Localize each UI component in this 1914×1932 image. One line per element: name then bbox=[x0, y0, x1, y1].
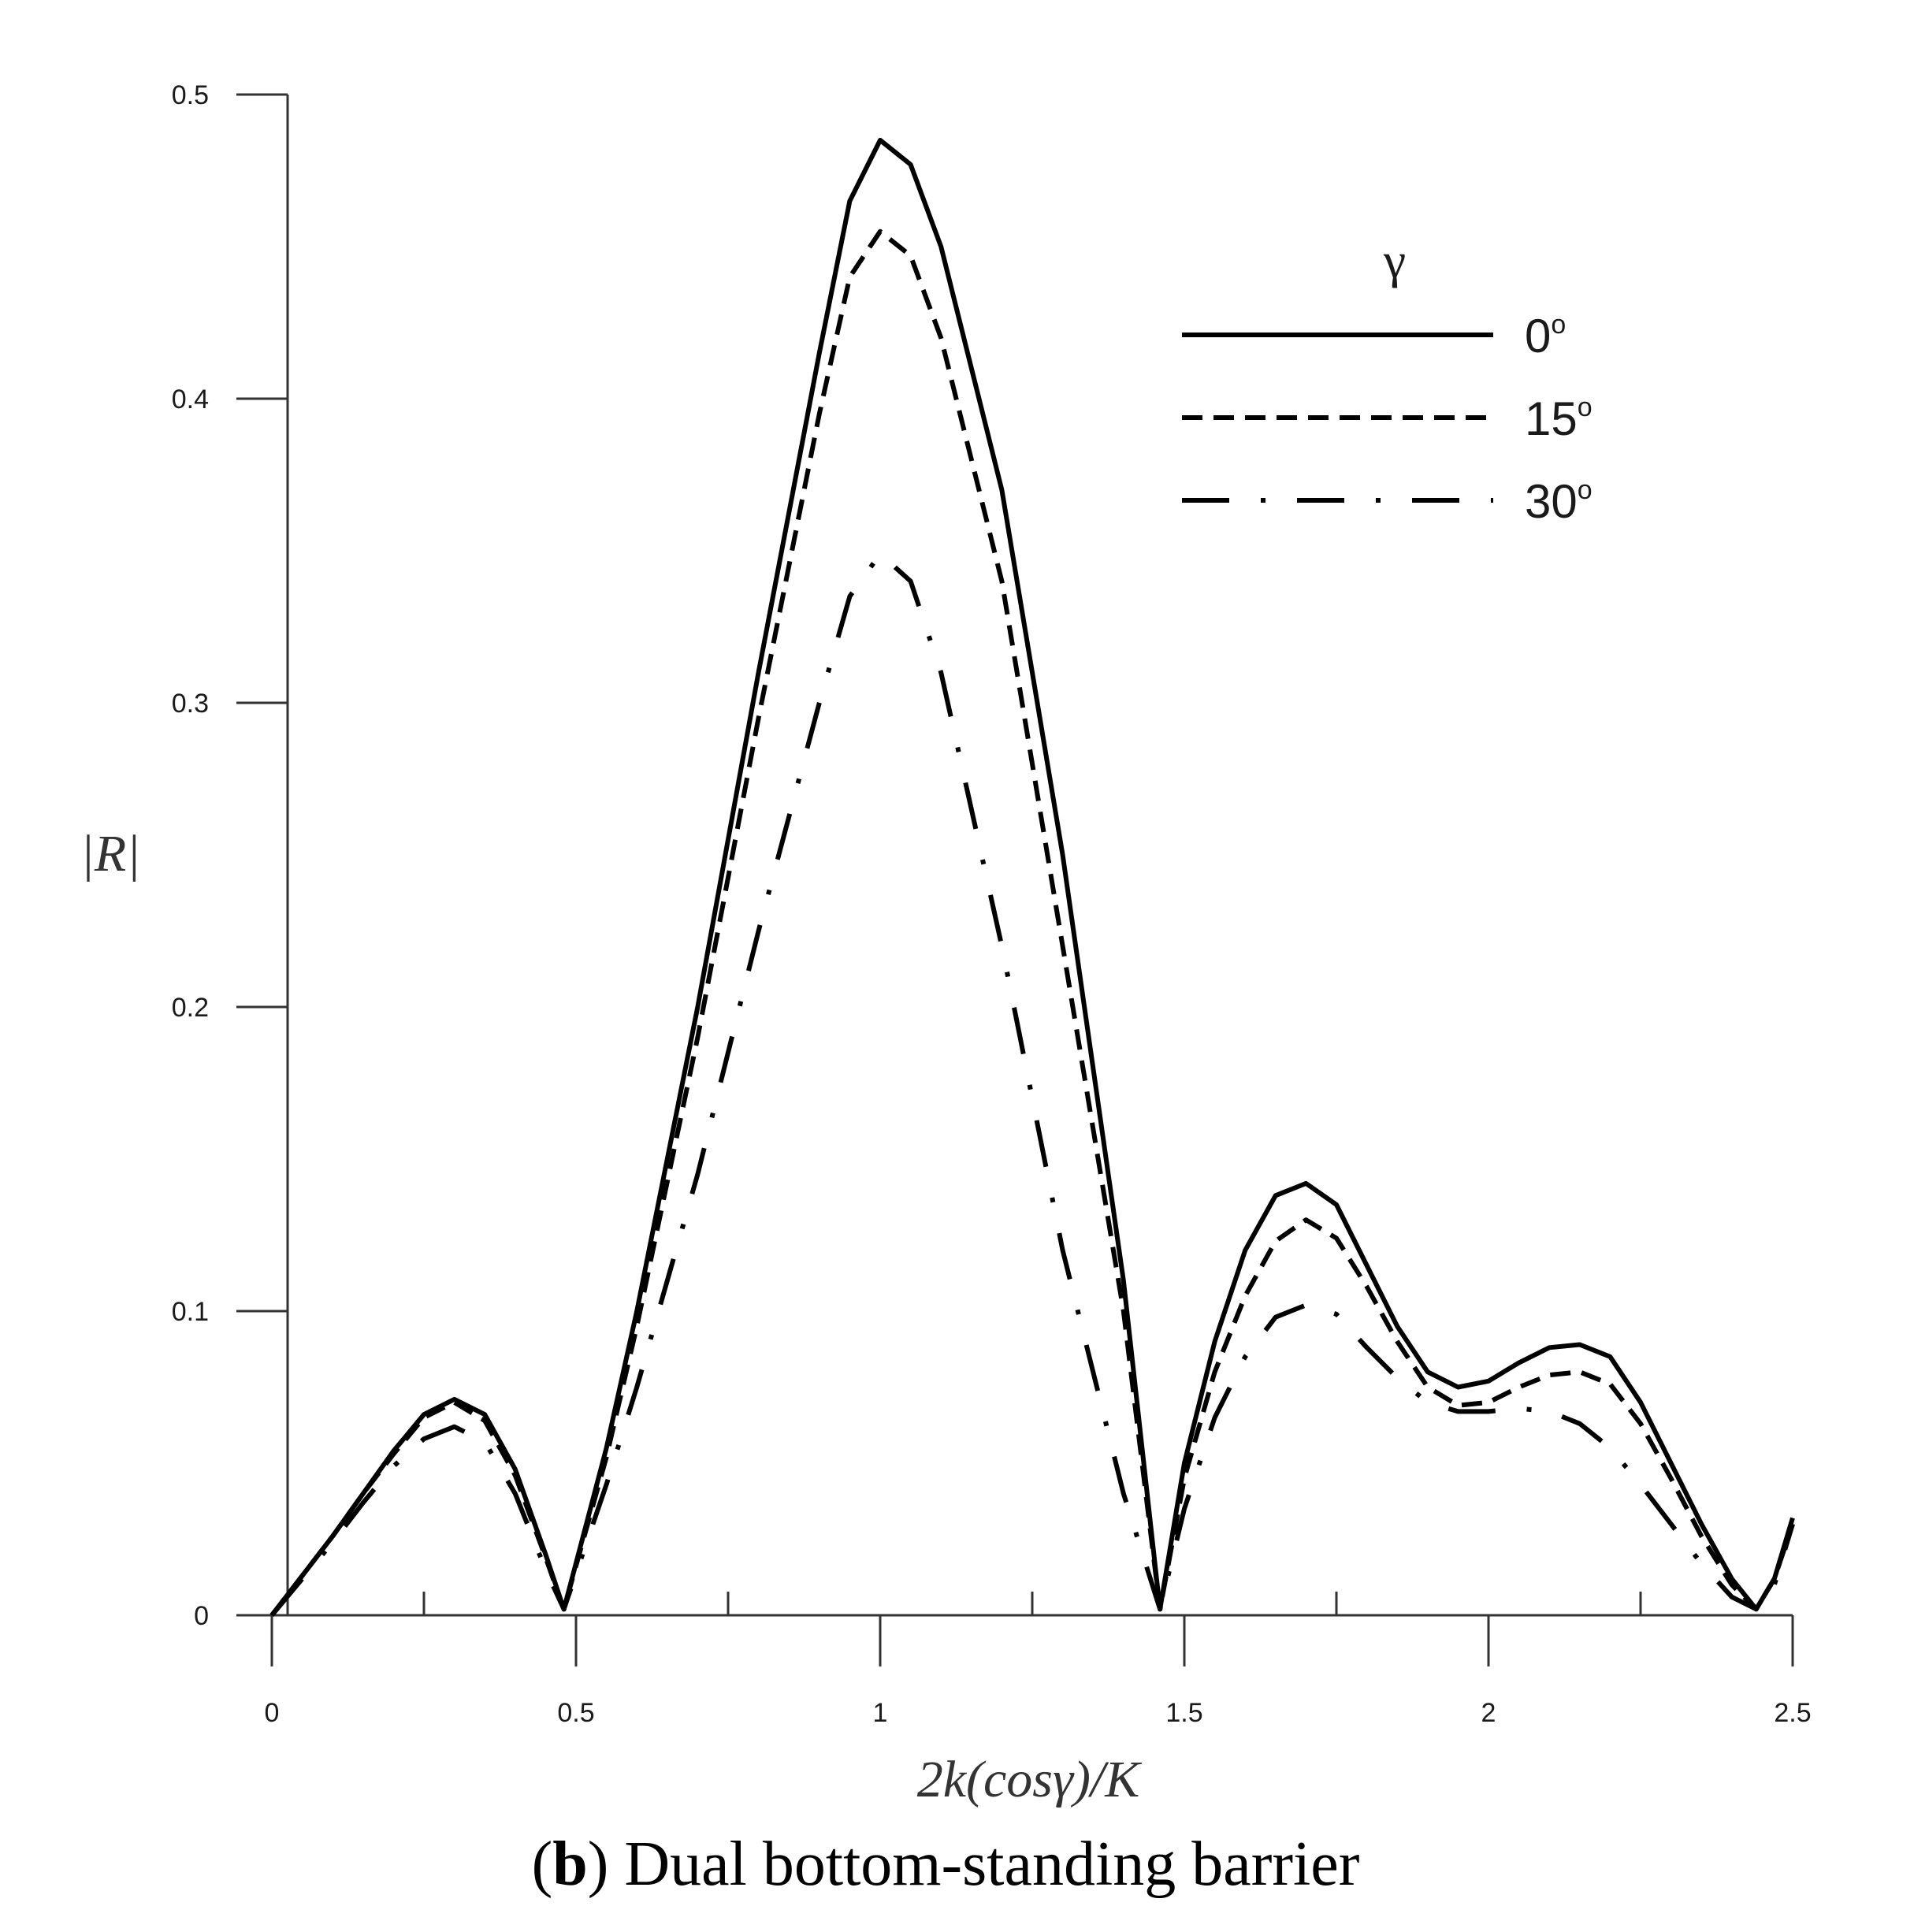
caption-panel-letter: b bbox=[552, 1830, 588, 1899]
x-tick-label: 2 bbox=[1481, 1698, 1496, 1728]
y-tick-label: 0 bbox=[194, 1601, 209, 1631]
figure-caption: (b) Dual bottom-standing barrier bbox=[532, 1830, 1360, 1899]
legend-degree-mark: o bbox=[1578, 392, 1593, 422]
x-tick-label: 1.5 bbox=[1165, 1698, 1202, 1728]
y-tick-label: 0.3 bbox=[172, 689, 209, 719]
series-line-0 bbox=[269, 137, 1795, 1617]
legend-value: 0 bbox=[1525, 310, 1551, 362]
x-tick-label: 2.5 bbox=[1774, 1698, 1811, 1728]
legend-value: 15 bbox=[1525, 392, 1578, 445]
x-tick-label: 0.5 bbox=[557, 1698, 594, 1728]
y-tick-label: 0.2 bbox=[172, 993, 209, 1023]
y-tick-label: 0.5 bbox=[172, 80, 209, 110]
legend-value: 30 bbox=[1525, 475, 1578, 528]
caption-open: ( bbox=[532, 1830, 553, 1899]
legend-label-0: 0o bbox=[1525, 310, 1566, 362]
x-tick-label: 1 bbox=[873, 1698, 888, 1728]
x-tick-label: 0 bbox=[265, 1698, 280, 1728]
legend-degree-mark: o bbox=[1551, 310, 1566, 340]
x-axis-title: 2k(cosγ)/K bbox=[917, 1751, 1143, 1808]
legend-title: γ bbox=[1383, 232, 1406, 288]
caption-text: ) Dual bottom-standing barrier bbox=[588, 1830, 1360, 1899]
axes: 0 0.1 0.2 0.3 0.4 0.5 0 0.5 1 1.5 2 2.5 bbox=[172, 80, 1812, 1728]
series-line-30 bbox=[269, 551, 1795, 1617]
y-axis-title: |R| bbox=[80, 825, 141, 882]
y-tick-label: 0.4 bbox=[172, 385, 209, 414]
series-line-15 bbox=[269, 228, 1795, 1617]
legend-label-15: 15o bbox=[1525, 392, 1593, 445]
plot-series bbox=[269, 137, 1795, 1617]
legend-degree-mark: o bbox=[1578, 475, 1593, 505]
y-tick-label: 0.1 bbox=[172, 1297, 209, 1327]
legend-label-30: 30o bbox=[1525, 475, 1593, 528]
